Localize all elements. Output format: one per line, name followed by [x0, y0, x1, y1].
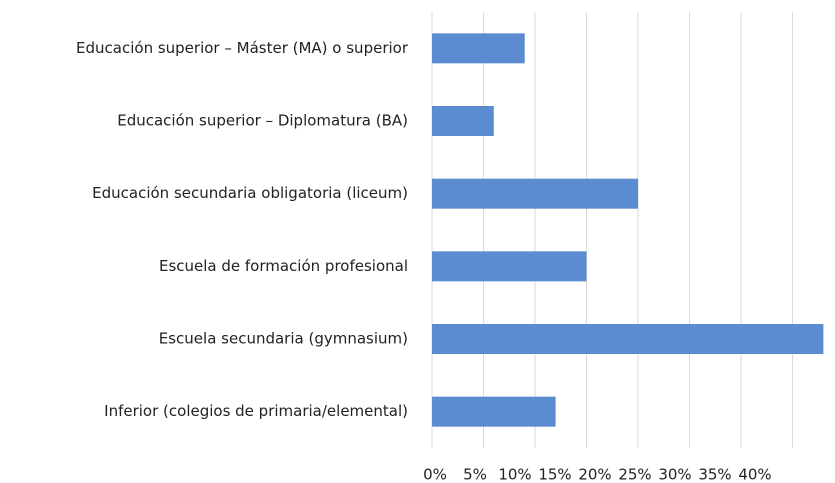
- bar: [432, 33, 525, 64]
- bar: [432, 251, 587, 282]
- bar: [432, 106, 494, 136]
- x-tick-label: 40%: [738, 466, 771, 483]
- bar: [432, 324, 824, 354]
- x-tick-label: 0%: [423, 466, 447, 483]
- x-tick-label: 35%: [698, 466, 731, 483]
- x-tick-label: 30%: [658, 466, 691, 483]
- y-tick-label: Escuela secundaria (gymnasium): [159, 330, 408, 348]
- y-tick-label: Educación superior – Diplomatura (BA): [117, 112, 408, 130]
- y-tick-label: Educación superior – Máster (MA) o super…: [76, 39, 409, 57]
- x-tick-label: 15%: [538, 466, 571, 483]
- bar: [432, 178, 638, 209]
- y-tick-label: Educación secundaria obligatoria (liceum…: [92, 184, 408, 202]
- x-tick-label: 10%: [498, 466, 531, 483]
- x-tick-label: 25%: [618, 466, 651, 483]
- x-tick-label: 20%: [578, 466, 611, 483]
- y-tick-label: Escuela de formación profesional: [159, 257, 408, 275]
- x-tick-label: 5%: [463, 466, 487, 483]
- y-tick-label: Inferior (colegios de primaria/elemental…: [104, 402, 408, 420]
- bar: [432, 396, 556, 427]
